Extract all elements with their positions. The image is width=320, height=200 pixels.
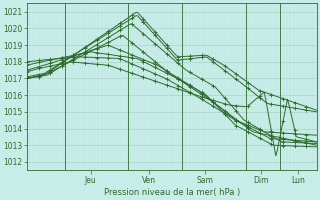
X-axis label: Pression niveau de la mer( hPa ): Pression niveau de la mer( hPa )	[104, 188, 240, 197]
